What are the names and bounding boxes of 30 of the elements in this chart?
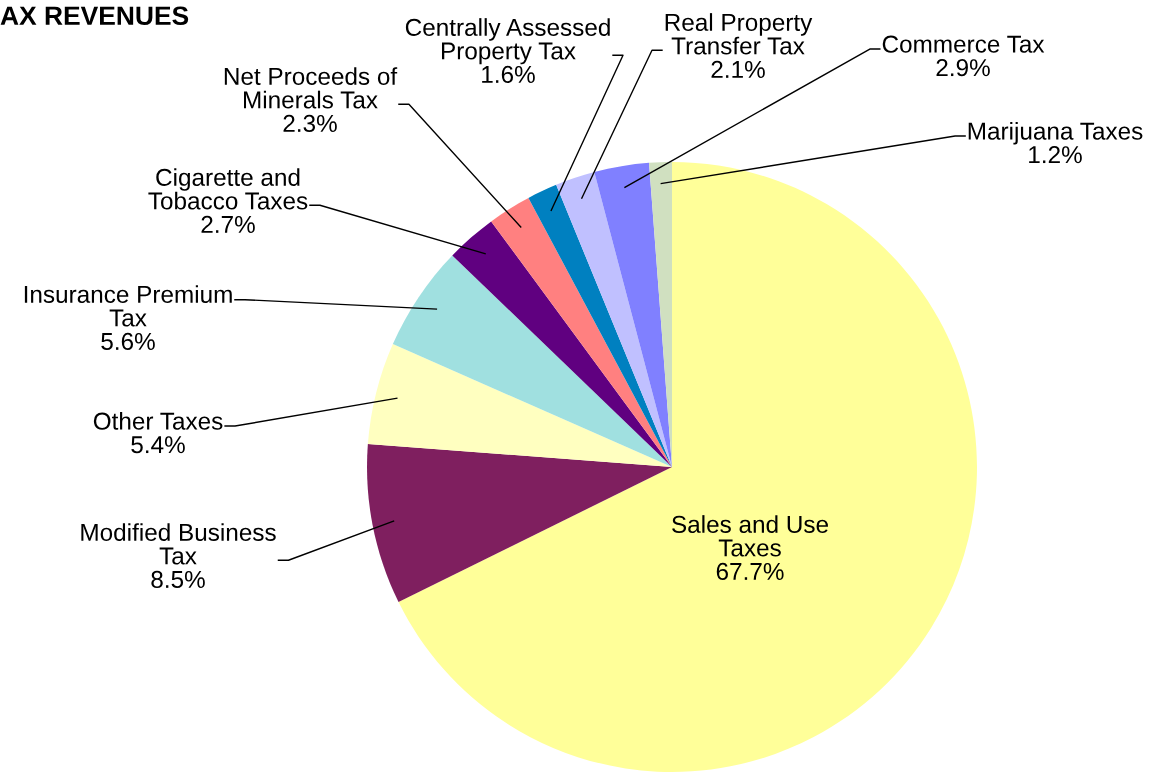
slice-label: Insurance Premium Tax xyxy=(24,285,232,327)
slice-label: Commerce Tax xyxy=(882,35,1045,53)
slice-label: Other Taxes xyxy=(93,411,223,430)
pie-slice xyxy=(491,197,672,467)
slice-label: Centrally Assessed Property Tax xyxy=(405,18,610,65)
data-label: 8.5% xyxy=(151,570,205,589)
pie-slice xyxy=(452,221,672,467)
slice-label: Real Property Transfer Tax xyxy=(665,13,813,55)
slice-label: Sales and Use Taxes xyxy=(672,515,828,557)
chart-title: AX REVENUES xyxy=(0,6,189,26)
pie-slice xyxy=(367,444,672,603)
pie-slice xyxy=(392,255,672,467)
data-label: 2.3% xyxy=(283,114,337,133)
data-label: 2.1% xyxy=(711,60,765,78)
pie-slice xyxy=(528,184,672,467)
pie-slice xyxy=(398,162,977,772)
pie-slice xyxy=(594,162,672,467)
data-label: 5.4% xyxy=(131,436,185,454)
data-label: 5.6% xyxy=(101,332,155,351)
slice-label: Net Proceeds of Minerals Tax xyxy=(224,67,398,109)
data-label: 2.9% xyxy=(936,59,990,77)
pie-slice xyxy=(556,172,672,467)
pie-slice xyxy=(367,344,672,467)
slice-label: Marijuana Taxes xyxy=(968,121,1143,145)
data-label: 1.2% xyxy=(1029,146,1082,164)
data-label: 67.7% xyxy=(716,562,784,581)
slice-label: Cigarette and Tobacco Taxes xyxy=(148,168,308,210)
data-label: 2.7% xyxy=(201,215,255,233)
data-label: 1.6% xyxy=(482,65,535,84)
slice-label: Modified Business Tax xyxy=(81,523,276,565)
